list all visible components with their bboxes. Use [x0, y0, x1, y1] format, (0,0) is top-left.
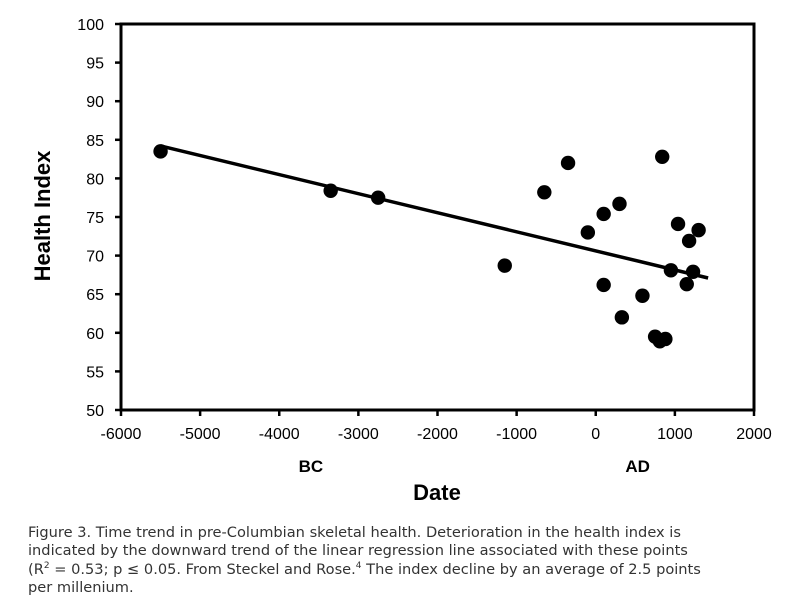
era-label: BC	[299, 457, 324, 476]
x-tick-label: -2000	[417, 426, 458, 443]
data-point	[691, 222, 706, 238]
data-point	[370, 190, 386, 205]
y-tick-label: 55	[86, 364, 104, 381]
data-point	[681, 233, 697, 249]
data-point	[635, 288, 650, 303]
y-tick-label: 100	[77, 17, 104, 34]
x-tick-label: 2000	[736, 426, 772, 443]
data-point	[655, 149, 670, 164]
data-point	[596, 206, 611, 222]
data-point	[580, 225, 596, 240]
data-point	[670, 216, 686, 232]
plot-layer: 50 55 60 65 70 75 80 85 90 95 100 -6000 -5000 -4000 -3…	[77, 17, 772, 476]
data-point	[614, 310, 630, 325]
x-tick-label: 1000	[657, 426, 693, 443]
y-tick-label: 80	[86, 171, 104, 188]
data-point	[537, 185, 552, 200]
data-point	[679, 276, 694, 292]
caption-line-1: Figure 3. Time trend in pre-Columbian sk…	[28, 524, 681, 541]
y-axis-title: Health Index	[30, 150, 55, 282]
x-tick-label: -3000	[338, 426, 379, 443]
y-tick-label: 65	[86, 287, 104, 304]
caption-superscript: 2	[43, 560, 50, 571]
caption-line-3: (R2 = 0.53; p ≤ 0.05. From Steckel and R…	[28, 561, 788, 579]
x-tick-label: 0	[591, 426, 600, 443]
y-tick-label: 60	[86, 326, 104, 343]
x-tick-label: -6000	[101, 426, 142, 443]
scatter-chart: 50 55 60 65 70 75 80 85 90 95 100 -6000 -5000 -4000 -3…	[30, 17, 772, 505]
caption-text: The index decline by an average of 2.5 p…	[361, 560, 701, 578]
data-point	[663, 263, 679, 278]
x-axis-title: Date	[413, 480, 461, 505]
x-tick-label: -4000	[259, 426, 300, 443]
data-point	[323, 183, 338, 198]
y-tick-label: 95	[86, 56, 104, 73]
y-tick-label: 90	[86, 94, 104, 111]
data-point	[612, 196, 627, 212]
data-point	[596, 277, 611, 293]
x-tick-label: -5000	[180, 426, 221, 443]
caption-text: = 0.53; p ≤ 0.05. From Steckel and Rose.	[49, 560, 356, 578]
data-point	[658, 331, 673, 347]
caption-citation: 4	[355, 560, 362, 571]
caption-line-4: per millenium.	[28, 578, 134, 596]
data-point	[685, 264, 701, 280]
y-tick-label: 75	[86, 210, 104, 227]
data-point	[153, 144, 168, 159]
caption-line-2: indicated by the downward trend of the l…	[28, 542, 688, 560]
caption-text: (R	[28, 560, 44, 578]
y-tick-label: 70	[86, 249, 104, 266]
data-point	[560, 155, 576, 171]
figure-caption: Figure 3. Time trend in pre-Columbian sk…	[28, 524, 788, 597]
x-tick-label: -1000	[496, 426, 537, 443]
plot-frame	[119, 22, 756, 412]
era-label: AD	[625, 457, 650, 476]
data-point	[497, 258, 512, 273]
regression-line	[160, 144, 709, 280]
y-tick-label: 50	[86, 403, 104, 420]
y-tick-label: 85	[86, 133, 104, 150]
